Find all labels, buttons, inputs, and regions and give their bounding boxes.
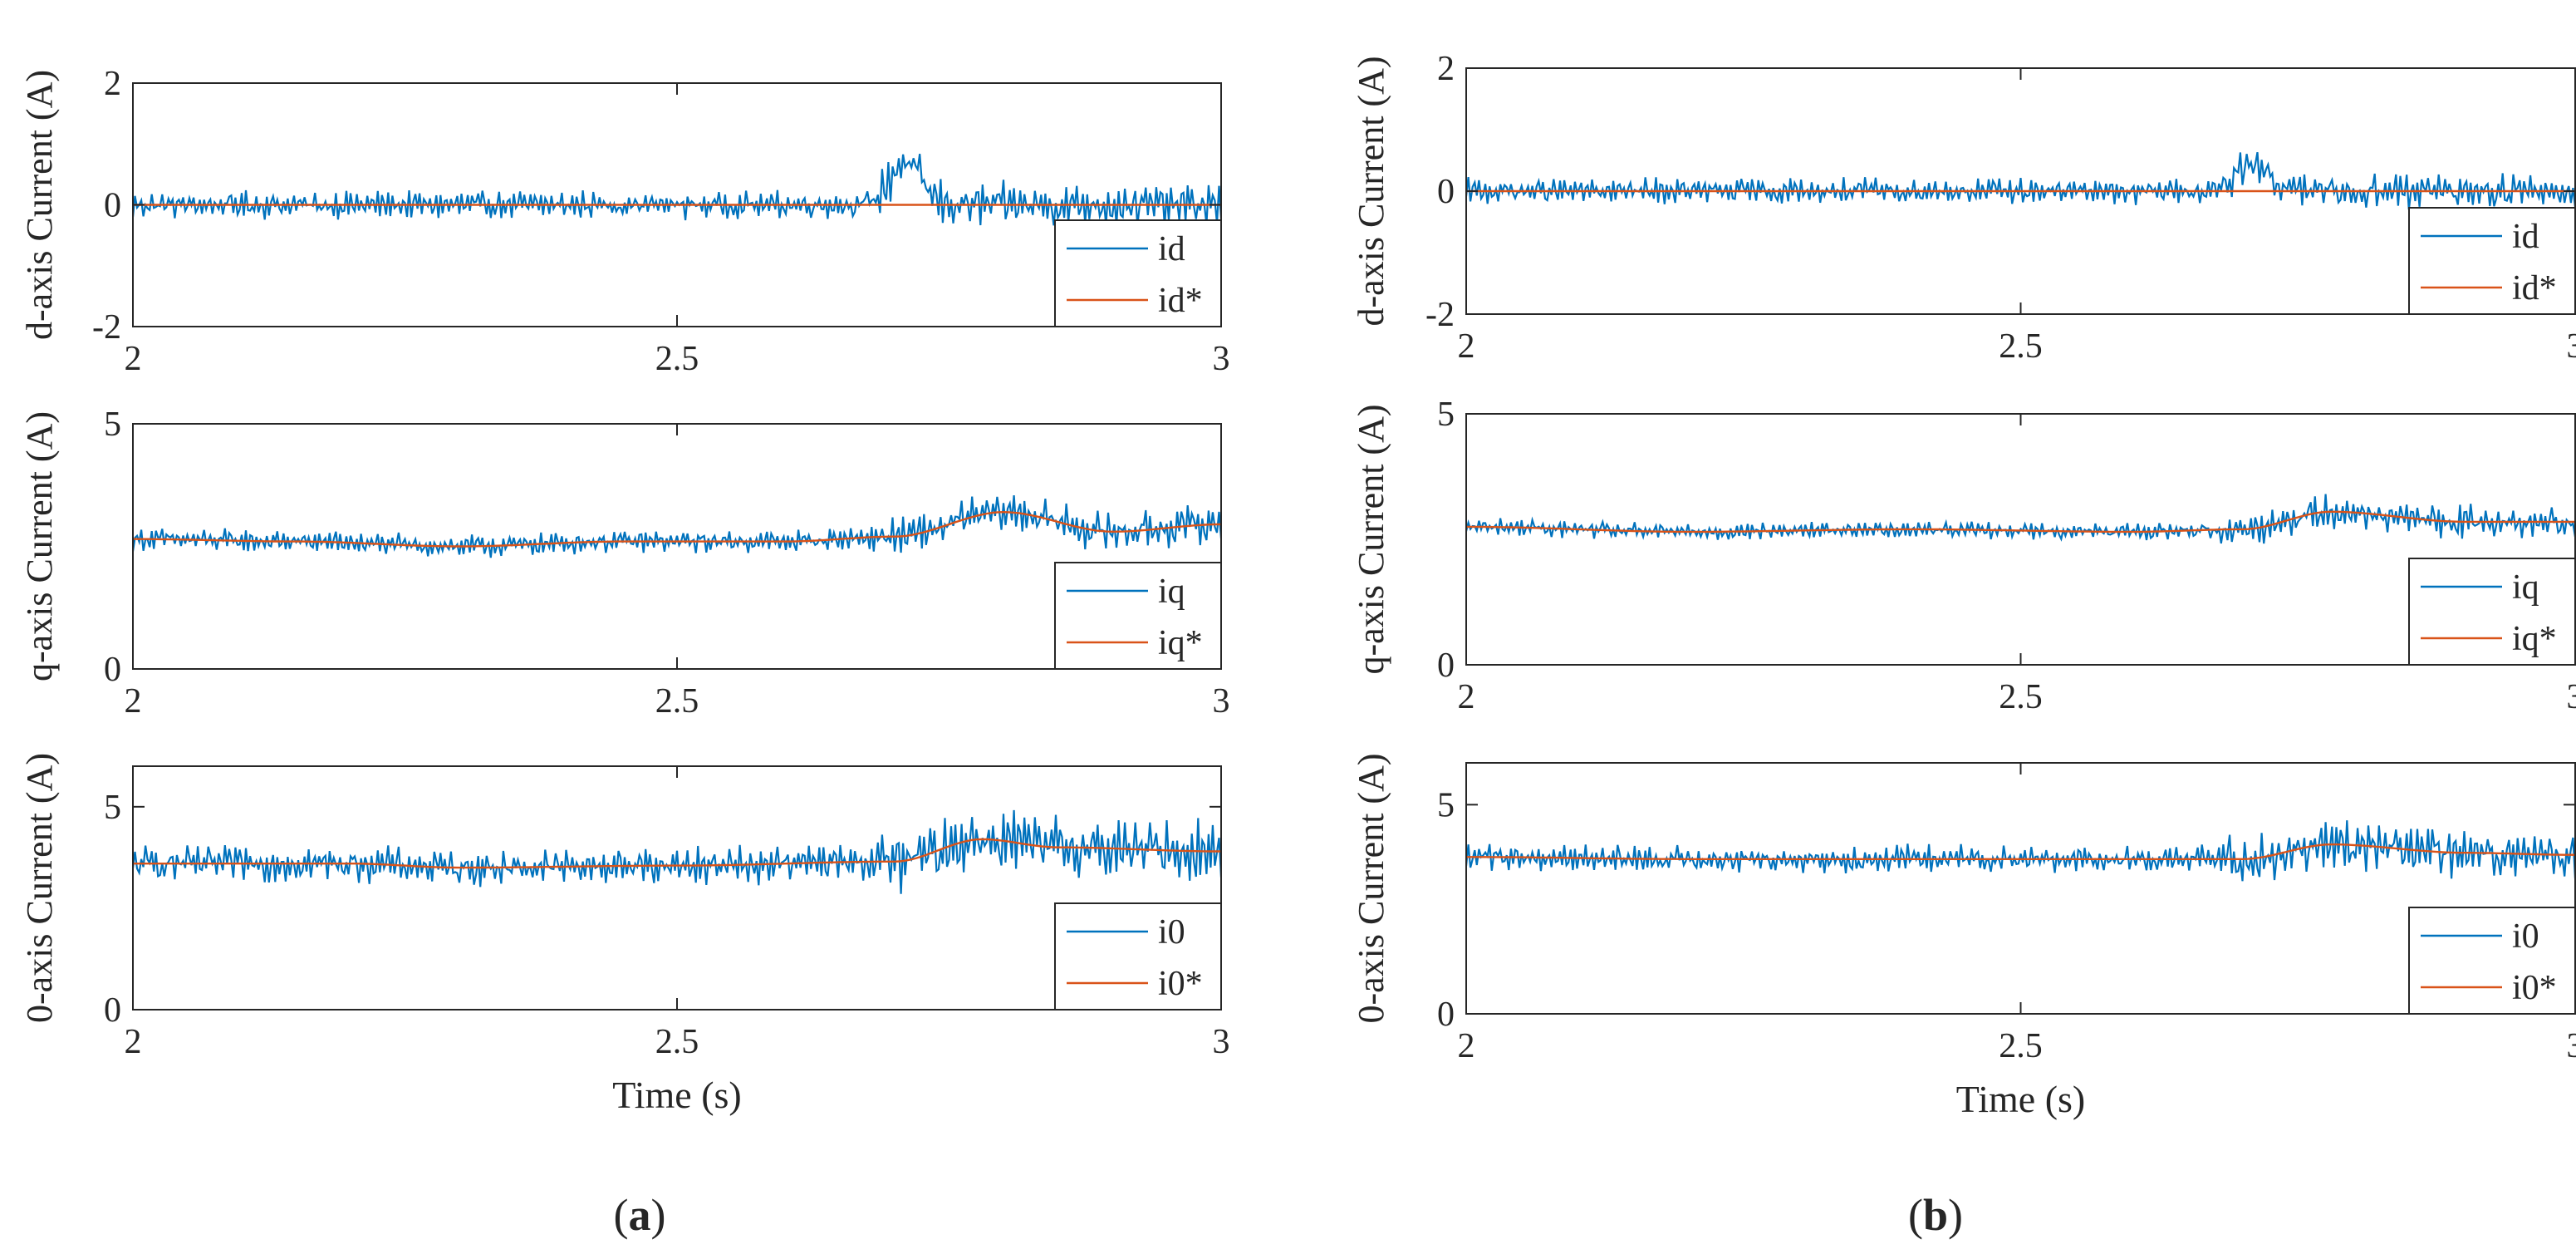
chart-b-2-plot-box xyxy=(1466,763,2575,1014)
chart-a-0-legend-box xyxy=(1054,219,1222,327)
chart-a-1-ylabel: q-axis Current (A) xyxy=(19,411,60,681)
chart-a-1-plot-box xyxy=(133,424,1221,669)
chart-a-2-ytick-label-1: 5 xyxy=(104,789,121,827)
chart-a-0-ylabel: d-axis Current (A) xyxy=(19,70,60,340)
chart-b-1-legend-label-0: iq xyxy=(2512,568,2539,607)
chart-a-2-xtick-label-2: 3 xyxy=(1213,1023,1230,1061)
chart-b-1-legend-label-1: iq* xyxy=(2512,620,2557,658)
chart-b-0-legend-box xyxy=(2408,207,2576,315)
caption-a-close: ) xyxy=(651,1190,666,1240)
chart-b-1-ytick-label-1: 5 xyxy=(1437,396,1455,434)
chart-b-0-ytick-label-2: 2 xyxy=(1437,50,1455,88)
chart-a-0-ytick-label-1: 0 xyxy=(104,187,121,225)
chart-a-0-xtick-label-2: 3 xyxy=(1213,340,1230,378)
chart-b-1-xtick-label-2: 3 xyxy=(2567,678,2576,716)
chart-a-1: 2 2.5 3 0 5 q-axis Current (A) iq iq* xyxy=(19,406,1230,720)
chart-b-0-legend: id id* xyxy=(2408,207,2576,315)
chart-b-1-xtick-label-0: 2 xyxy=(1458,678,1475,716)
chart-b-0-ytick-label-1: 0 xyxy=(1437,173,1455,211)
chart-b-0-xtick-label-1: 2.5 xyxy=(1999,327,2043,366)
chart-a-2-xtick-label-0: 2 xyxy=(125,1023,142,1061)
chart-a-1-legend-label-1: iq* xyxy=(1158,624,1203,662)
chart-b-2-legend-box xyxy=(2408,907,2576,1015)
chart-a-2-ytick-label-0: 0 xyxy=(104,991,121,1030)
chart-a-1-series-iq xyxy=(133,495,1221,558)
chart-a-0-xtick-label-0: 2 xyxy=(125,340,142,378)
chart-b-1-legend: iq iq* xyxy=(2408,558,2576,666)
chart-a-0: 2 2.5 3 -2 0 2 d-axis Current (A) id id* xyxy=(19,65,1230,378)
chart-a-2-xtick-label-1: 2.5 xyxy=(655,1023,699,1061)
chart-a-0-ytick-label-0: -2 xyxy=(92,308,121,347)
chart-a-0-legend-label-0: id xyxy=(1158,230,1185,268)
chart-a-0-legend-label-1: id* xyxy=(1158,282,1203,320)
caption-a-open: ( xyxy=(614,1190,629,1240)
chart-a-1-series-iq-ref xyxy=(133,510,1221,548)
chart-b-2-legend-label-1: i0* xyxy=(2512,969,2557,1007)
chart-a-0-series-id xyxy=(133,154,1221,227)
chart-a-1-ytick-label-1: 5 xyxy=(104,406,121,444)
chart-b-1-plot-box xyxy=(1466,414,2575,665)
chart-a-2-legend-label-1: i0* xyxy=(1158,965,1203,1003)
chart-b-1: 2 2.5 3 0 5 q-axis Current (A) iq iq* xyxy=(1351,396,2576,716)
chart-a-1-legend-box xyxy=(1054,562,1222,670)
chart-a-2-series-i0-ref xyxy=(133,838,1221,869)
chart-b-2-legend-label-0: i0 xyxy=(2512,917,2539,956)
caption-a: (a) xyxy=(614,1190,666,1240)
caption-b-open: ( xyxy=(1908,1190,1923,1240)
caption-b-letter: b xyxy=(1923,1190,1948,1240)
chart-b-2-ylabel: 0-axis Current (A) xyxy=(1351,753,1391,1023)
caption-b-close: ) xyxy=(1948,1190,1963,1240)
chart-a-0-legend: id id* xyxy=(1054,219,1222,327)
chart-b-0-legend-label-1: id* xyxy=(2512,269,2557,307)
chart-b-1-ytick-label-0: 0 xyxy=(1437,647,1455,685)
chart-b-1-series-iq-ref xyxy=(1466,510,2575,534)
chart-a-2-xlabel: Time (s) xyxy=(612,1074,742,1116)
chart-a-0-ytick-label-2: 2 xyxy=(104,65,121,103)
chart-b-0-ylabel: d-axis Current (A) xyxy=(1351,56,1391,326)
chart-b-0: 2 2.5 3 -2 0 2 d-axis Current (A) id id* xyxy=(1351,50,2576,366)
chart-b-2-series-i0-ref xyxy=(1466,843,2575,860)
chart-a-2-legend-box xyxy=(1054,902,1222,1011)
chart-b-2-xtick-label-0: 2 xyxy=(1458,1027,1475,1065)
chart-b-2-xlabel: Time (s) xyxy=(1956,1078,2086,1120)
chart-a-2-plot-box xyxy=(133,766,1221,1010)
chart-a-1-xtick-label-1: 2.5 xyxy=(655,682,699,720)
chart-b-2-xtick-label-2: 3 xyxy=(2567,1027,2576,1065)
chart-b-0-xtick-label-0: 2 xyxy=(1458,327,1475,366)
chart-a-1-legend-label-0: iq xyxy=(1158,573,1185,611)
caption-a-letter: a xyxy=(629,1190,651,1240)
chart-b-2-ytick-label-0: 0 xyxy=(1437,996,1455,1034)
chart-a-1-xtick-label-0: 2 xyxy=(125,682,142,720)
chart-a-0-xtick-label-1: 2.5 xyxy=(655,340,699,378)
caption-b: (b) xyxy=(1908,1190,1963,1240)
chart-a-2-series-i0 xyxy=(133,809,1221,894)
chart-b-1-legend-box xyxy=(2408,558,2576,666)
chart-b-0-ytick-label-0: -2 xyxy=(1425,296,1455,334)
chart-a-1-legend: iq iq* xyxy=(1054,562,1222,670)
chart-b-1-ylabel: q-axis Current (A) xyxy=(1351,404,1391,674)
chart-b-1-xtick-label-1: 2.5 xyxy=(1999,678,2043,716)
chart-b-2-ytick-label-1: 5 xyxy=(1437,786,1455,824)
chart-a-2-ylabel: 0-axis Current (A) xyxy=(19,753,60,1023)
chart-b-0-xtick-label-2: 3 xyxy=(2567,327,2576,366)
chart-a-1-ytick-label-0: 0 xyxy=(104,651,121,689)
chart-a-2-legend-label-0: i0 xyxy=(1158,913,1185,952)
chart-b-0-legend-label-0: id xyxy=(2512,218,2539,256)
chart-a-1-xtick-label-2: 3 xyxy=(1213,682,1230,720)
chart-b-2-xtick-label-1: 2.5 xyxy=(1999,1027,2043,1065)
